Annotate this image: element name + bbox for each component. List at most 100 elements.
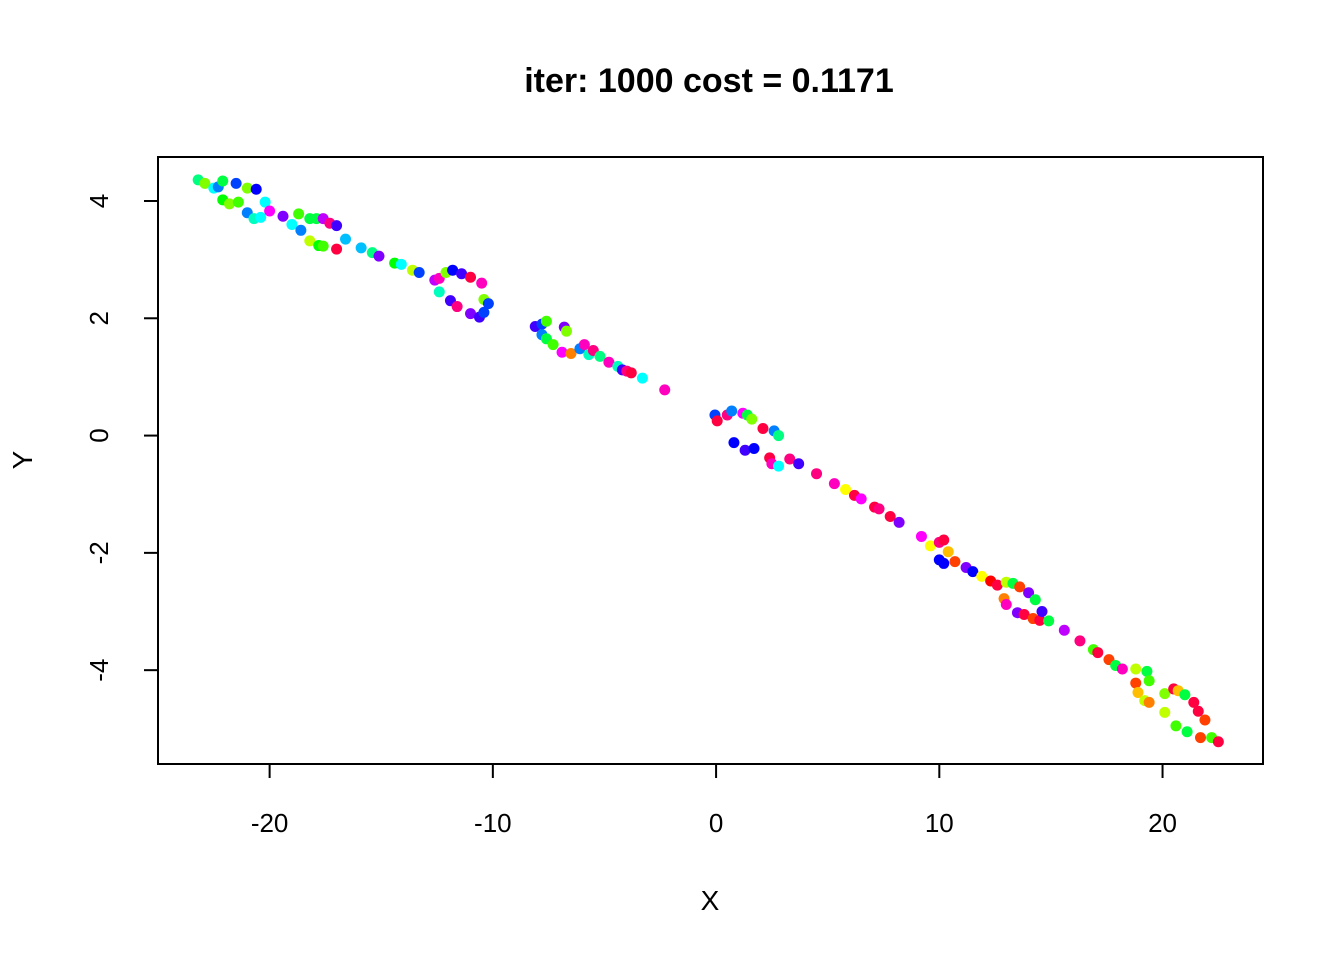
- data-point: [1170, 720, 1182, 732]
- data-point: [1074, 635, 1086, 647]
- data-point: [748, 442, 760, 454]
- data-point: [1192, 705, 1204, 717]
- data-point: [1194, 732, 1206, 744]
- data-point: [241, 182, 253, 194]
- data-point: [447, 264, 459, 276]
- x-axis-label: X: [701, 885, 720, 916]
- data-point: [739, 444, 751, 456]
- data-point: [840, 484, 852, 496]
- data-point: [476, 277, 488, 289]
- data-point: [1116, 663, 1128, 675]
- data-point: [659, 384, 671, 396]
- data-point: [1159, 706, 1171, 718]
- data-point: [317, 240, 329, 252]
- data-point: [465, 308, 477, 320]
- data-point: [726, 405, 738, 417]
- data-point: [277, 210, 289, 222]
- data-point: [793, 458, 805, 470]
- data-point: [230, 177, 242, 189]
- data-point: [223, 198, 235, 210]
- data-point: [286, 218, 298, 230]
- data-point: [1130, 663, 1142, 675]
- data-point: [456, 268, 468, 280]
- data-point: [1058, 624, 1070, 636]
- data-point: [873, 503, 885, 515]
- data-point: [942, 546, 954, 558]
- data-point: [264, 205, 276, 217]
- data-point: [828, 478, 840, 490]
- data-point: [395, 258, 407, 270]
- data-point: [603, 356, 615, 368]
- data-point: [340, 233, 352, 245]
- data-point: [976, 570, 988, 582]
- data-point: [259, 196, 271, 208]
- data-point: [967, 566, 979, 578]
- data-point: [255, 211, 267, 223]
- data-point: [565, 347, 577, 359]
- data-point: [711, 415, 723, 427]
- data-point: [949, 556, 961, 568]
- x-tick-label: -10: [474, 808, 512, 838]
- x-tick-label: 0: [709, 808, 723, 838]
- data-point: [1199, 714, 1211, 726]
- data-point: [331, 220, 343, 232]
- data-point: [884, 511, 896, 523]
- data-point: [578, 339, 590, 351]
- data-point: [478, 306, 490, 318]
- data-point: [331, 243, 343, 255]
- data-point: [594, 350, 606, 362]
- data-point: [556, 346, 568, 358]
- data-point: [1143, 675, 1155, 687]
- x-tick-label: 20: [1148, 808, 1177, 838]
- data-point: [451, 301, 463, 313]
- data-point: [991, 579, 1003, 591]
- data-point: [293, 208, 305, 220]
- data-point: [1181, 726, 1193, 738]
- chart-title: iter: 1000 cost = 0.1171: [524, 62, 894, 100]
- y-tick-label: 4: [84, 194, 114, 208]
- data-point: [893, 516, 905, 528]
- data-point: [924, 540, 936, 552]
- data-point: [757, 423, 769, 435]
- data-point: [1141, 665, 1153, 677]
- y-axis-label: Y: [7, 450, 38, 469]
- y-tick-label: -2: [84, 541, 114, 564]
- x-tick-label: -20: [251, 808, 289, 838]
- data-point: [938, 557, 950, 569]
- data-point: [413, 267, 425, 279]
- data-point: [482, 298, 494, 310]
- y-tick-label: 0: [84, 428, 114, 442]
- data-point: [465, 271, 477, 283]
- x-tick-label: 10: [925, 808, 954, 838]
- data-point: [217, 175, 229, 187]
- data-point: [1014, 581, 1026, 593]
- data-point: [811, 468, 823, 480]
- data-point: [636, 372, 648, 384]
- data-point: [304, 235, 316, 247]
- data-point: [938, 534, 950, 546]
- data-point: [1143, 696, 1155, 708]
- data-point: [355, 242, 367, 254]
- data-point: [232, 196, 244, 208]
- data-point: [433, 286, 445, 298]
- data-point: [625, 367, 637, 379]
- data-point: [728, 437, 740, 449]
- data-point: [1034, 614, 1046, 626]
- data-point: [855, 493, 867, 505]
- data-point: [547, 339, 559, 351]
- data-point: [773, 430, 785, 442]
- data-point: [915, 530, 927, 542]
- data-point: [561, 325, 573, 337]
- data-points: [192, 174, 1224, 748]
- data-point: [1023, 587, 1035, 599]
- data-point: [773, 460, 785, 472]
- data-point: [1159, 688, 1171, 700]
- data-point: [199, 177, 211, 189]
- data-point: [1188, 696, 1200, 708]
- data-point: [1043, 615, 1055, 627]
- data-point: [1000, 598, 1012, 610]
- data-point: [1130, 677, 1142, 689]
- y-axis: -4 -2 0 2 4: [84, 194, 159, 682]
- data-point: [373, 250, 385, 262]
- data-point: [1018, 608, 1030, 620]
